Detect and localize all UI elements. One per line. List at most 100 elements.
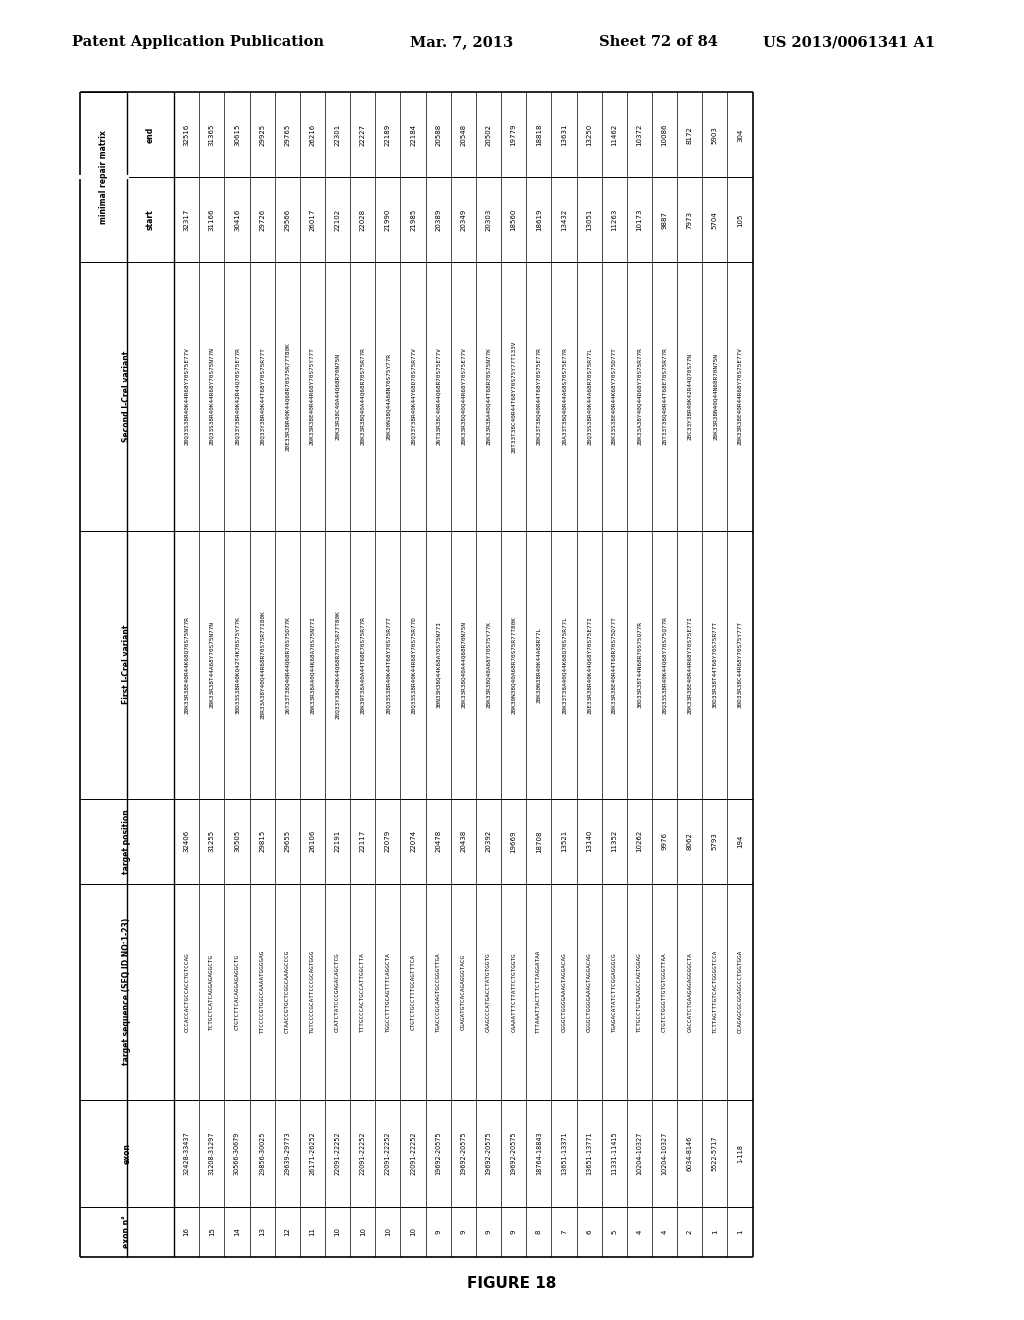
- Text: Sheet 72 of 84: Sheet 72 of 84: [599, 36, 718, 49]
- Text: 8: 8: [536, 1229, 542, 1234]
- Text: TTTGCCCACTGCCATTGGCTTA: TTTGCCCACTGCCATTGGCTTA: [360, 952, 366, 1032]
- Text: 13140: 13140: [586, 830, 592, 853]
- Text: 31255: 31255: [209, 830, 215, 853]
- Text: TCTGCTCATCAGGAGAGGCTG: TCTGCTCATCAGGAGAGGCTG: [209, 953, 214, 1030]
- Text: 11352: 11352: [611, 830, 617, 853]
- Text: 28T33T38C40R44T68Y70S75Y77T133V: 28T33T38C40R44T68Y70S75Y77T133V: [511, 341, 516, 453]
- Text: 28Q33S38R40K44R68Y70S75N77N: 28Q33S38R40K44R68Y70S75N77N: [209, 347, 214, 445]
- Text: 5522-5717: 5522-5717: [712, 1135, 718, 1171]
- Text: 28K30N38Q44A68N70S75Y77R: 28K30N38Q44A68N70S75Y77R: [385, 352, 390, 440]
- Text: 30505: 30505: [233, 830, 240, 853]
- Text: 13: 13: [259, 1228, 265, 1237]
- Text: 29726: 29726: [259, 209, 265, 231]
- Text: CCATCTATCCCGAGACAGCTCG: CCATCTATCCCGAGACAGCTCG: [335, 952, 340, 1032]
- Text: 20303: 20303: [485, 209, 492, 231]
- Text: 194: 194: [737, 834, 743, 847]
- Text: 6034-8146: 6034-8146: [687, 1135, 693, 1171]
- Text: 32317: 32317: [183, 209, 189, 231]
- Text: 10: 10: [410, 1228, 416, 1237]
- Text: 22091-22252: 22091-22252: [359, 1131, 366, 1175]
- Text: 11263: 11263: [611, 209, 617, 231]
- Text: 26171-26252: 26171-26252: [309, 1131, 315, 1175]
- Text: 13651-13371: 13651-13371: [561, 1131, 567, 1175]
- Text: 29566: 29566: [285, 209, 290, 231]
- Text: 20502: 20502: [485, 124, 492, 147]
- Text: 1: 1: [712, 1229, 718, 1234]
- Text: 22189: 22189: [385, 124, 391, 147]
- Text: 22117: 22117: [359, 830, 366, 853]
- Text: 26K33R38E40R44R68Y70S75Y77T: 26K33R38E40R44R68Y70S75Y77T: [310, 347, 315, 445]
- Text: 26T33T38Q40R44Q68R70S75D77K: 26T33T38Q40R44Q68R70S75D77K: [285, 615, 290, 714]
- Text: 28K33R38A40Q44K68A70S75N77I: 28K33R38A40Q44K68A70S75N77I: [310, 615, 315, 714]
- Text: 1: 1: [737, 1229, 743, 1234]
- Text: 9976: 9976: [662, 833, 668, 850]
- Text: 2: 2: [687, 1230, 693, 1234]
- Text: 28E33R38R40K44Q68R70S75R77T80K: 28E33R38R40K44Q68R70S75R77T80K: [285, 342, 290, 451]
- Text: 4: 4: [637, 1230, 642, 1234]
- Text: 13521: 13521: [561, 830, 567, 853]
- Text: 29655: 29655: [285, 830, 290, 853]
- Text: 28K33T38A40Q44K68Q70S75R77L: 28K33T38A40Q44K68Q70S75R77L: [561, 615, 566, 714]
- Text: 19779: 19779: [511, 124, 517, 147]
- Text: 19692-20575: 19692-20575: [435, 1131, 441, 1175]
- Text: 8172: 8172: [687, 125, 693, 144]
- Text: TGTCCCCGCATTCCCGCAGTGGG: TGTCCCCGCATTCCCGCAGTGGG: [310, 950, 315, 1034]
- Text: 29639-29773: 29639-29773: [285, 1131, 290, 1175]
- Text: 28K33A38Y40Q44D68Y70S75R77R: 28K33A38Y40Q44D68Y70S75R77R: [637, 347, 642, 445]
- Text: 28K33R38Q40A44Q68R70S75R77R: 28K33R38Q40A44Q68R70S75R77R: [360, 347, 366, 445]
- Text: 16: 16: [183, 1228, 189, 1237]
- Text: 9: 9: [461, 1229, 466, 1234]
- Text: end: end: [146, 127, 155, 143]
- Text: 19692-20575: 19692-20575: [461, 1131, 466, 1175]
- Text: 28R33A38Y40Q44R68R70S75R77I80K: 28R33A38Y40Q44R68R70S75R77I80K: [260, 610, 264, 719]
- Text: 8062: 8062: [687, 833, 693, 850]
- Text: 30615: 30615: [233, 124, 240, 147]
- Text: 28K30N38Q40A68R70S75R77T80K: 28K30N38Q40A68R70S75R77T80K: [511, 615, 516, 714]
- Text: 10: 10: [335, 1228, 341, 1237]
- Text: Mar. 7, 2013: Mar. 7, 2013: [410, 36, 513, 49]
- Text: 10204-10327: 10204-10327: [662, 1131, 668, 1175]
- Text: 10: 10: [385, 1228, 391, 1237]
- Text: 20588: 20588: [435, 124, 441, 147]
- Text: 20438: 20438: [461, 830, 466, 853]
- Text: 21985: 21985: [410, 209, 416, 231]
- Text: target sequence (SEQ ID NO:1-23): target sequence (SEQ ID NO:1-23): [123, 919, 131, 1065]
- Text: 18818: 18818: [536, 124, 542, 147]
- Text: 28K33R38N40Q44N68R70N75N: 28K33R38N40Q44N68R70N75N: [713, 352, 718, 440]
- Text: 9: 9: [435, 1229, 441, 1234]
- Text: 10262: 10262: [637, 830, 642, 853]
- Text: 10173: 10173: [637, 209, 642, 231]
- Text: CCAGAGCGCGGAGGCCTGGTGGA: CCAGAGCGCGGAGGCCTGGTGGA: [737, 950, 742, 1034]
- Text: 32428-33437: 32428-33437: [183, 1131, 189, 1175]
- Text: 22079: 22079: [385, 830, 391, 853]
- Text: 22191: 22191: [335, 830, 341, 853]
- Text: 28K33S38E40R44K68Y70S75D77T: 28K33S38E40R44K68Y70S75D77T: [611, 347, 616, 445]
- Text: 6: 6: [586, 1229, 592, 1234]
- Text: 26216: 26216: [309, 124, 315, 147]
- Text: 29925: 29925: [259, 124, 265, 147]
- Text: 5903: 5903: [712, 125, 718, 144]
- Text: 28Q33Y38R40K42R44Q70S75E77R: 28Q33Y38R40K42R44Q70S75E77R: [234, 347, 240, 445]
- Text: 7973: 7973: [687, 211, 693, 228]
- Text: CTGTCTTCACAGGAGAGGCTG: CTGTCTTCACAGGAGAGGCTG: [234, 953, 240, 1030]
- Text: CTAACCGTGCTCGGCAAAGCCCG: CTAACCGTGCTCGGCAAAGCCCG: [285, 950, 290, 1034]
- Text: 10372: 10372: [637, 124, 642, 147]
- Text: 9: 9: [511, 1229, 517, 1234]
- Text: 28Q33S38R40K44R68Y70S75E77V: 28Q33S38R40K44R68Y70S75E77V: [184, 347, 189, 445]
- Text: CAAGCCCATGACCTATGTGGTG: CAAGCCCATGACCTATGTGGTG: [486, 952, 490, 1032]
- Text: 28E33R38R40K44Q68Y70S75E77I: 28E33R38R40K44Q68Y70S75E77I: [587, 615, 592, 714]
- Text: 13051: 13051: [586, 209, 592, 231]
- Text: exon n°: exon n°: [123, 1216, 131, 1249]
- Text: 28K33R38Q40A68Y70S75Y77K: 28K33R38Q40A68Y70S75Y77K: [486, 622, 490, 709]
- Text: 20349: 20349: [461, 209, 466, 231]
- Text: 28K30N38R40K44A68R77L: 28K30N38R40K44A68R77L: [537, 627, 542, 702]
- Text: CACCATCTGAAGAGAGGGGCTA: CACCATCTGAAGAGAGGGGCTA: [687, 952, 692, 1032]
- Text: 7: 7: [561, 1229, 567, 1234]
- Text: 28Q33Y38R40K44T68Y70S75R77T: 28Q33Y38R40K44T68Y70S75R77T: [260, 347, 264, 445]
- Text: 304: 304: [737, 128, 743, 141]
- Text: 28Q33S38R40K44T68Y70S75R77T: 28Q33S38R40K44T68Y70S75R77T: [385, 615, 390, 714]
- Text: Second I-CreI variant: Second I-CreI variant: [123, 351, 131, 442]
- Text: 5: 5: [611, 1230, 617, 1234]
- Text: 28K33R38Q40Q44R68Y70S75E77V: 28K33R38Q40Q44R68Y70S75E77V: [461, 347, 466, 445]
- Text: TGACCCGCAAGTGCCGGGTTGA: TGACCCGCAAGTGCCGGGTTGA: [435, 952, 440, 1032]
